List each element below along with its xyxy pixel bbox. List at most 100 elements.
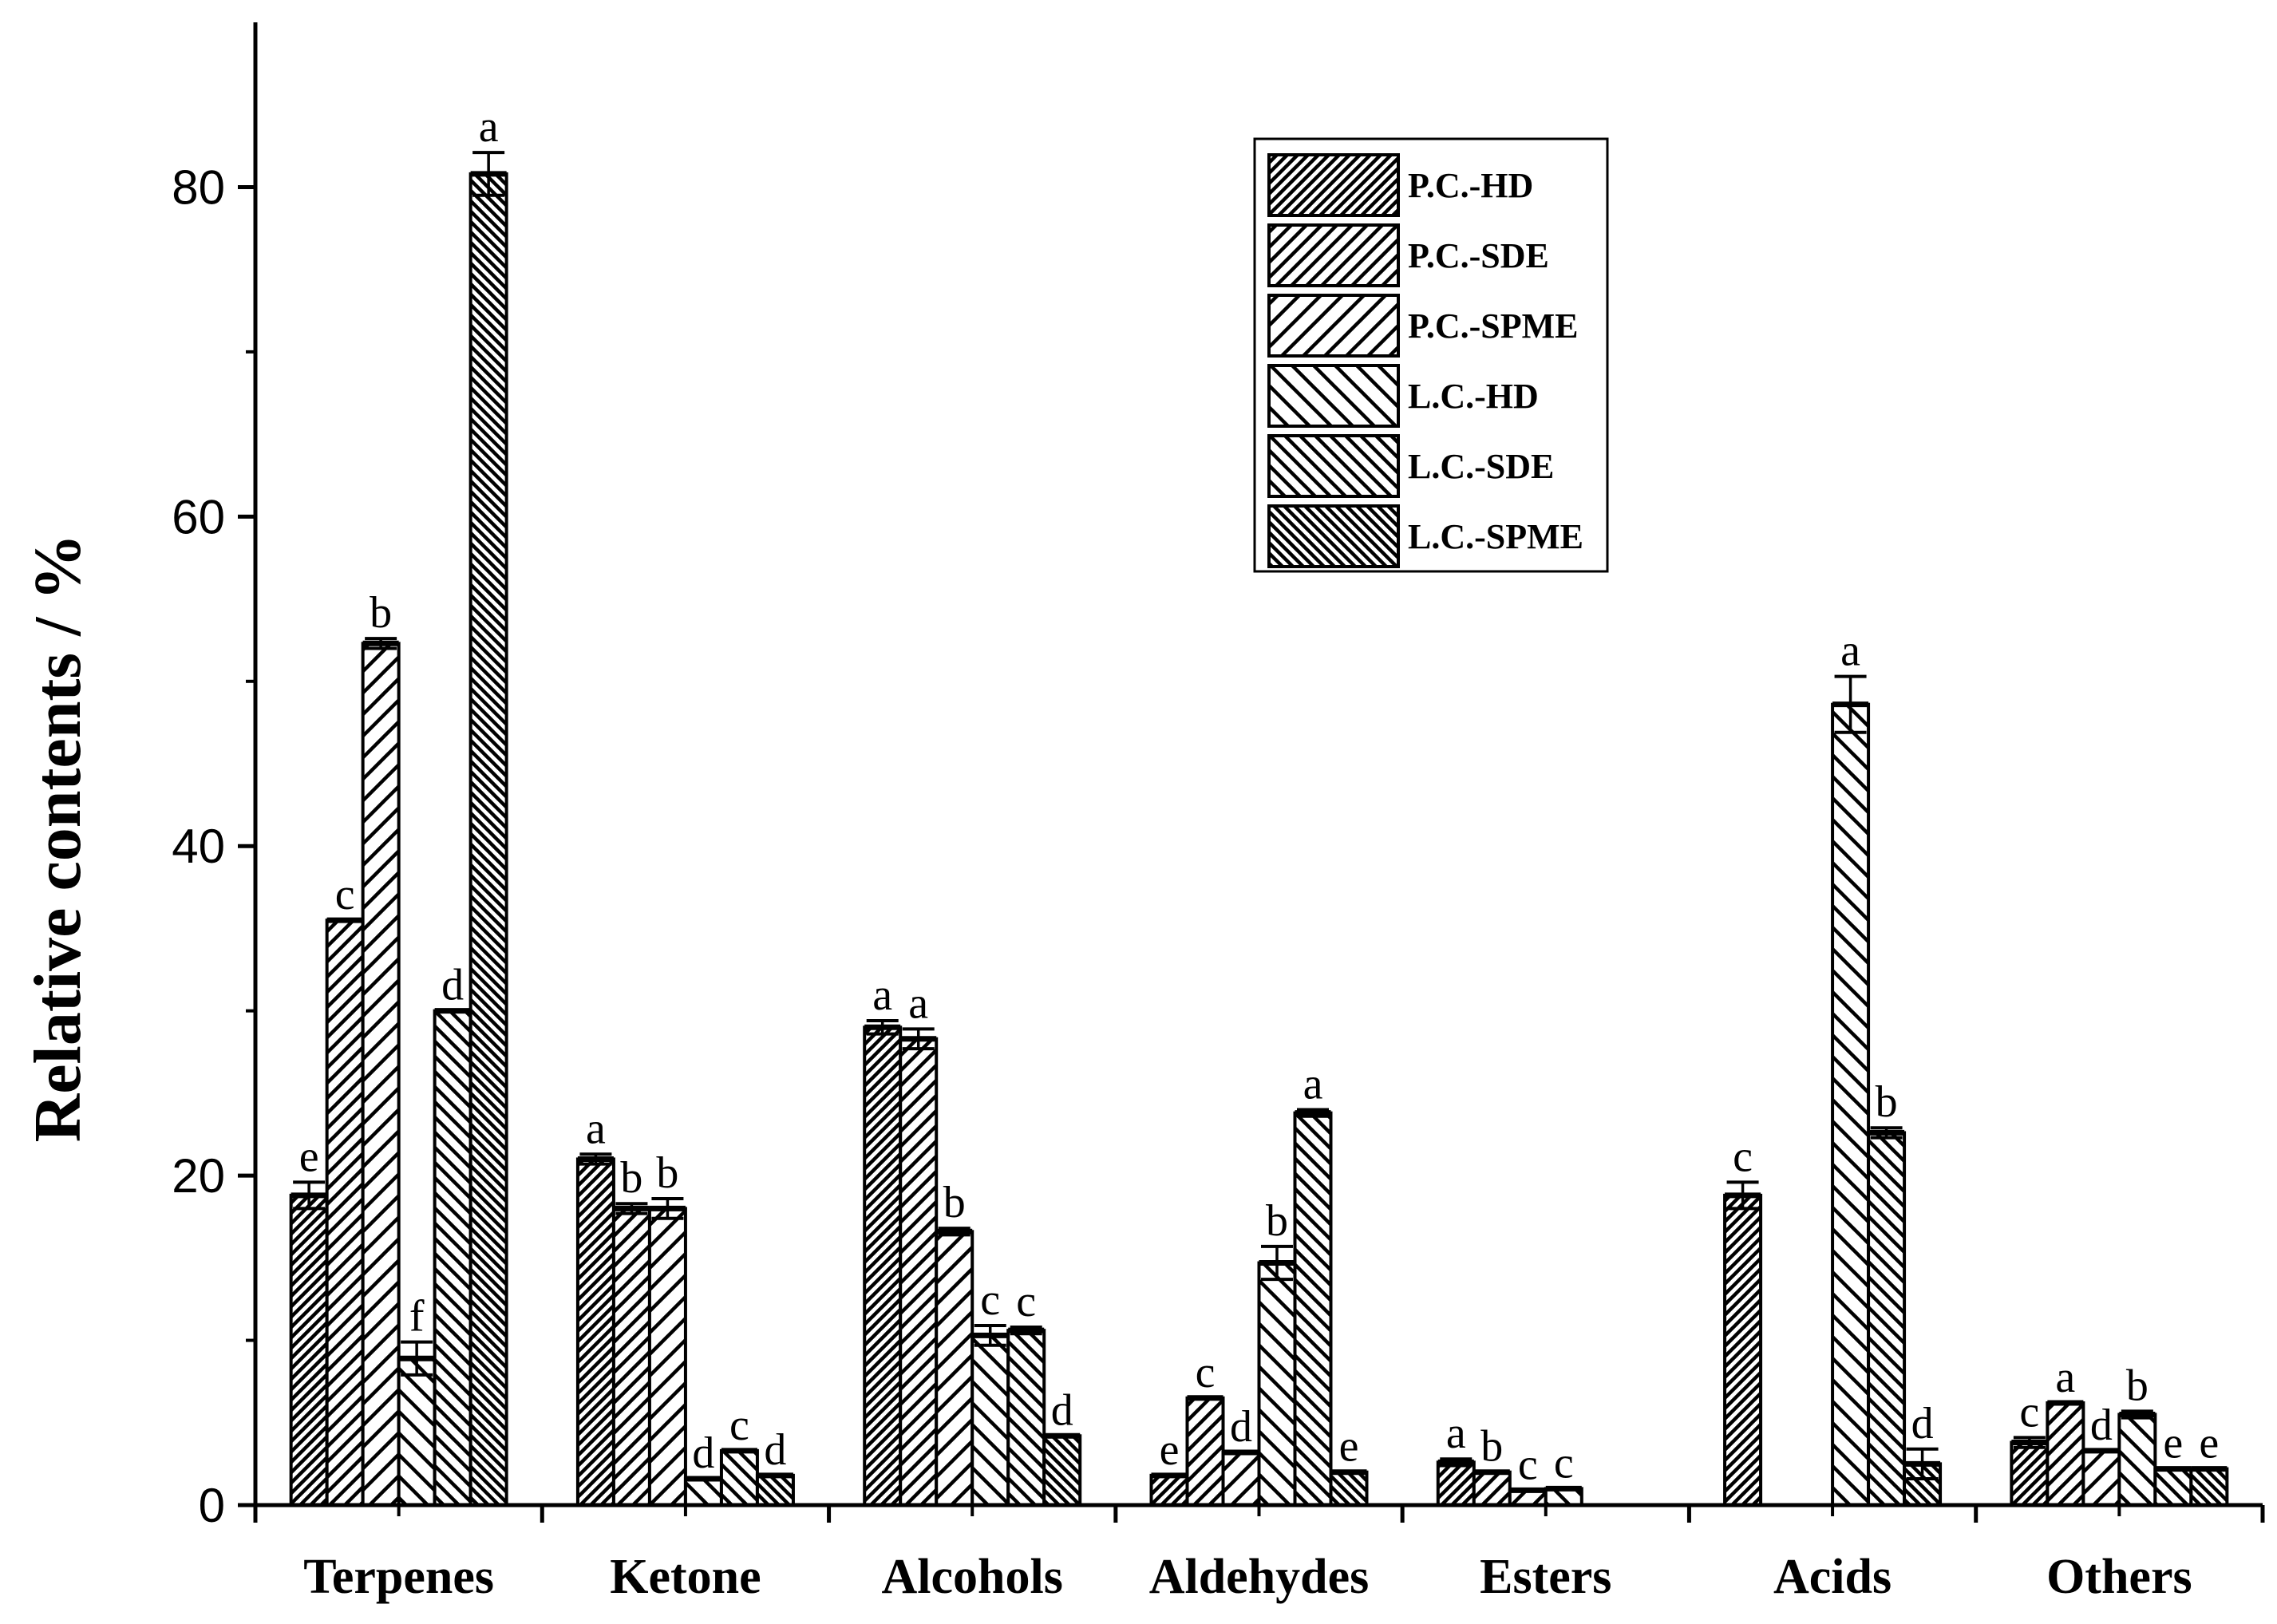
bar-terpenes-pc-sde [325, 919, 365, 1507]
y-tick-label: 40 [172, 820, 225, 873]
x-tick-label-esters: Esters [1480, 1550, 1611, 1604]
legend-label: P.C.-HD [1408, 166, 1533, 205]
significance-label: a [1840, 626, 1860, 676]
significance-label: b [1480, 1422, 1503, 1472]
y-axis-title: Relative contents / % [21, 534, 95, 1143]
bar-alcohols-lc-sde [1006, 1329, 1046, 1507]
significance-label: a [2055, 1353, 2075, 1402]
significance-label: d [764, 1425, 786, 1475]
significance-label: b [656, 1148, 678, 1198]
legend-swatch [1267, 434, 1400, 498]
significance-label: a [1446, 1409, 1466, 1458]
bar-aldehydes-lc-spme [1329, 1470, 1369, 1507]
bar-others-pc-spme [2081, 1448, 2121, 1507]
legend-swatch [1267, 504, 1400, 568]
x-tick-label-alcohols: Alcohols [882, 1550, 1063, 1604]
bar-alcohols-pc-sde [899, 1037, 939, 1507]
legend-swatch [1267, 294, 1400, 358]
significance-label: b [370, 588, 392, 638]
y-tick-label: 80 [172, 160, 225, 214]
significance-label: c [1196, 1348, 1216, 1397]
significance-label: a [479, 102, 499, 152]
legend: P.C.-HD P.C.-SDE P.C.-SPME L.C.-HD L.C.-SDE L… [1253, 137, 1609, 573]
significance-label: d [1230, 1402, 1252, 1452]
significance-label: a [908, 978, 928, 1028]
significance-label: e [1339, 1422, 1359, 1472]
y-tick-label: 0 [199, 1479, 225, 1532]
significance-label: e [2199, 1419, 2219, 1468]
bar-ketone-pc-sde [611, 1207, 651, 1507]
bar-others-lc-hd [2117, 1413, 2157, 1507]
bar-alcohols-lc-hd [970, 1334, 1010, 1507]
legend-swatch [1267, 223, 1400, 287]
bar-others-lc-spme [2189, 1467, 2229, 1507]
bar-terpenes-lc-spme [468, 172, 508, 1507]
significance-label: d [2090, 1401, 2113, 1450]
significance-label: c [980, 1275, 1000, 1325]
significance-label: e [2163, 1419, 2183, 1468]
bar-terpenes-pc-hd [289, 1193, 329, 1507]
bar-ketone-pc-spme [647, 1207, 687, 1507]
bar-acids-lc-sde [1867, 1131, 1907, 1507]
legend-swatch [1267, 364, 1400, 428]
bar-aldehydes-lc-sde [1293, 1111, 1333, 1507]
bar-alcohols-lc-spme [1042, 1434, 1082, 1507]
bar-aldehydes-pc-sde [1185, 1396, 1225, 1507]
legend-label: L.C.-SPME [1408, 517, 1583, 556]
significance-label: c [1554, 1438, 1574, 1488]
significance-label: c [729, 1401, 749, 1450]
significance-label: c [1016, 1277, 1036, 1326]
significance-label: d [1051, 1385, 1073, 1435]
significance-label: a [872, 970, 892, 1020]
bar-ketone-lc-sde [719, 1448, 759, 1507]
significance-label: f [409, 1292, 425, 1341]
significance-label: c [335, 870, 355, 919]
significance-label: e [299, 1132, 319, 1181]
bar-esters-pc-hd [1436, 1460, 1476, 1507]
significance-label: d [441, 961, 464, 1010]
significance-label: b [620, 1153, 642, 1203]
x-tick-label-terpenes: Terpenes [303, 1550, 494, 1604]
bar-aldehydes-lc-hd [1257, 1261, 1297, 1507]
x-tick-label-others: Others [2046, 1550, 2192, 1604]
y-tick-label: 20 [172, 1149, 225, 1203]
significance-label: c [1518, 1440, 1538, 1489]
bar-acids-pc-hd [1723, 1193, 1763, 1507]
y-tick-label: 60 [172, 490, 225, 543]
legend-label: P.C.-SPME [1408, 306, 1579, 346]
bar-others-pc-hd [2010, 1440, 2050, 1507]
bar-aldehydes-pc-hd [1149, 1473, 1189, 1507]
bar-others-pc-sde [2046, 1401, 2085, 1507]
significance-label: c [2019, 1387, 2039, 1436]
bar-ketone-pc-hd [575, 1157, 615, 1507]
significance-label: b [1266, 1196, 1288, 1246]
significance-label: b [943, 1178, 966, 1227]
bar-terpenes-lc-hd [397, 1357, 437, 1507]
significance-label: a [1303, 1060, 1323, 1109]
legend-label: L.C.-SDE [1408, 447, 1554, 486]
significance-label: a [586, 1104, 606, 1153]
bar-ketone-lc-hd [683, 1476, 723, 1507]
bar-esters-pc-sde [1472, 1470, 1512, 1507]
x-tick-label-aldehydes: Aldehydes [1149, 1550, 1370, 1604]
x-tick-label-acids: Acids [1773, 1550, 1892, 1604]
significance-label: d [1911, 1399, 1934, 1448]
bar-terpenes-lc-sde [433, 1009, 472, 1507]
bar-ketone-lc-spme [755, 1473, 795, 1507]
axes: 0 20 40 60 80 Terpenes Ketone Alcohols Aldehydes… [172, 22, 2265, 1604]
significance-label: b [1876, 1077, 1898, 1127]
bar-alcohols-pc-hd [863, 1025, 903, 1507]
legend-label: P.C.-SDE [1408, 236, 1549, 275]
bar-alcohols-pc-spme [935, 1230, 974, 1507]
significance-label: c [1733, 1132, 1753, 1181]
bar-acids-lc-hd [1831, 702, 1871, 1507]
bar-others-lc-sde [2153, 1467, 2193, 1507]
x-tick-label-ketone: Ketone [610, 1550, 761, 1604]
significance-label: d [692, 1428, 714, 1478]
legend-label: L.C.-HD [1408, 377, 1539, 416]
bar-terpenes-pc-spme [361, 642, 401, 1507]
bar-aldehydes-pc-spme [1221, 1450, 1261, 1507]
significance-label: b [2126, 1361, 2149, 1410]
